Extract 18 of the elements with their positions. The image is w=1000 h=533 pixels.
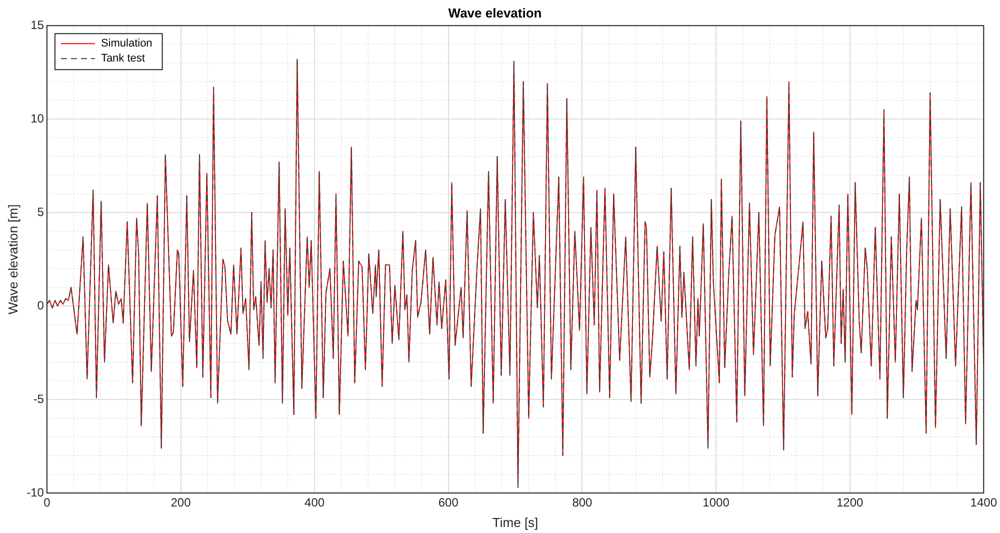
- y-tick-label: 5: [37, 204, 44, 219]
- x-tick-label: 400: [304, 496, 325, 510]
- y-tick-label: 10: [30, 111, 44, 126]
- x-tick-label: 200: [170, 496, 192, 510]
- x-axis-title: Time [s]: [492, 514, 538, 530]
- x-tick-label: 600: [438, 496, 459, 510]
- x-tick-label: 800: [572, 496, 593, 510]
- legend-label: Simulation: [100, 38, 152, 50]
- legend-label: Tank test: [100, 52, 145, 65]
- chart-title: Wave elevation: [448, 5, 542, 20]
- y-tick-label: -5: [33, 392, 44, 406]
- y-tick-label: -10: [26, 485, 44, 500]
- y-tick-label: 0: [37, 298, 44, 312]
- y-axis-title: Wave elevation [m]: [5, 204, 20, 314]
- x-tick-label: 1400: [970, 496, 998, 510]
- x-tick-label: 1000: [702, 496, 730, 510]
- x-tick-label: 1200: [836, 496, 864, 510]
- y-tick-label: 15: [30, 18, 44, 32]
